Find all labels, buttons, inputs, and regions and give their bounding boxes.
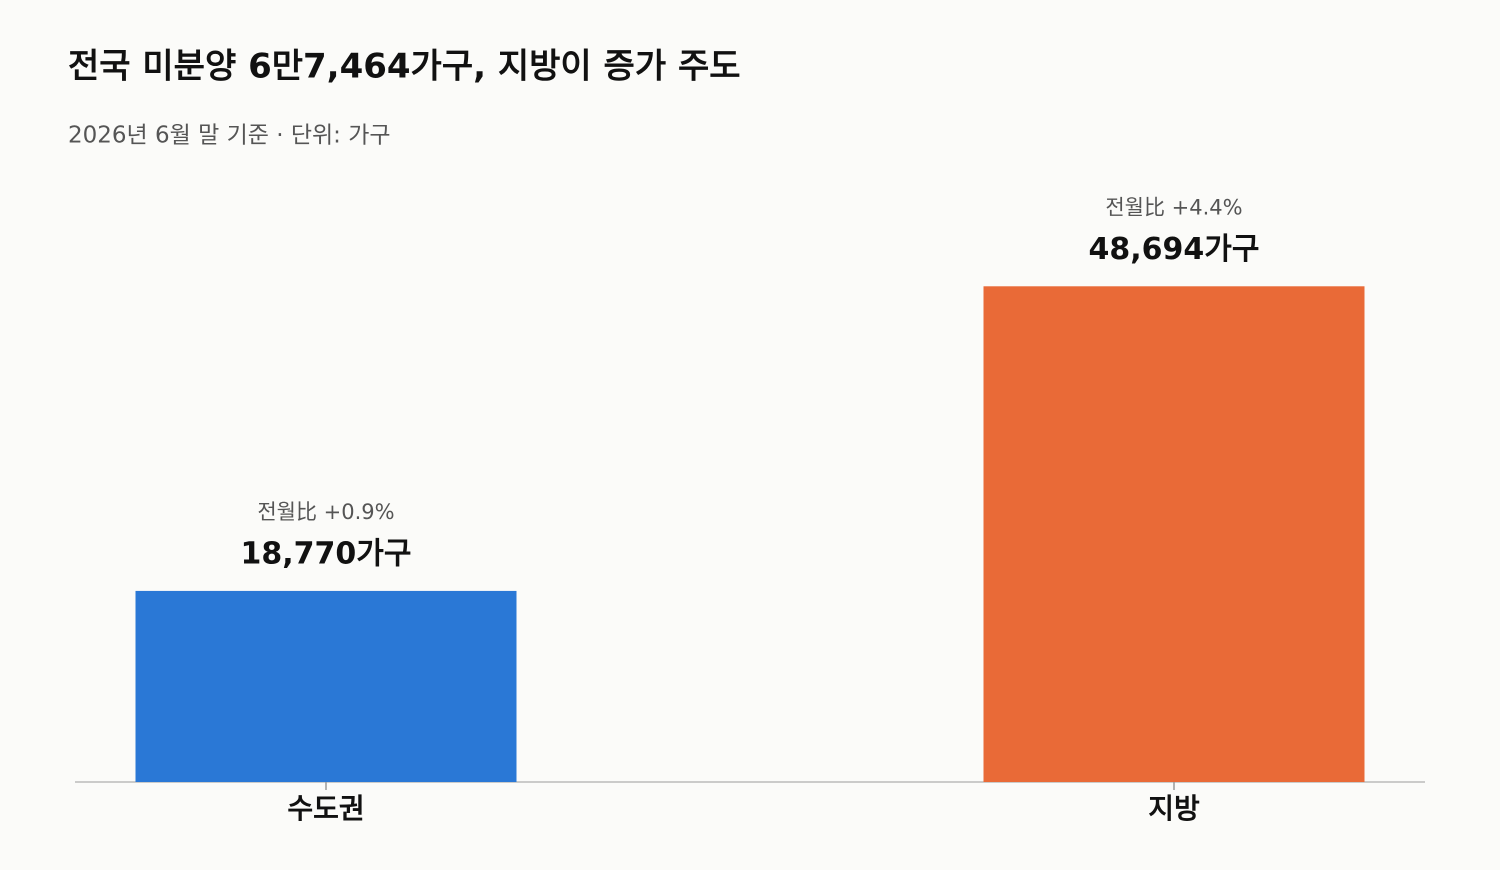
chart-title: 전국 미분양 6만7,464가구, 지방이 증가 주도 — [68, 47, 741, 87]
bar — [135, 590, 517, 782]
annotation: 전월比 +0.9% — [257, 500, 394, 524]
chart-subtitle: 2026년 6월 말 기준 · 단위: 가구 — [68, 123, 391, 149]
annotation: 전월比 +4.4% — [1105, 195, 1242, 219]
value-label: 18,770가구 — [241, 536, 412, 571]
x-tick-label: 수도권 — [287, 792, 364, 825]
value-label: 48,694가구 — [1089, 232, 1260, 267]
bar — [983, 286, 1365, 782]
x-tick-label: 지방 — [1148, 792, 1200, 825]
